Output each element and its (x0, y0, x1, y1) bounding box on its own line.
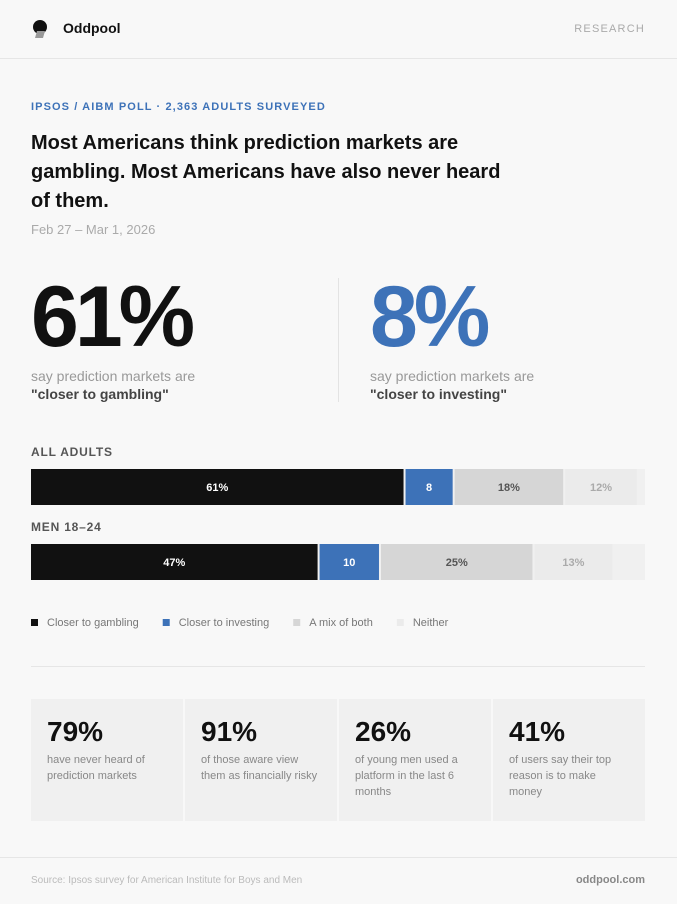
date: Feb 27 – Mar 1, 2026 (31, 222, 156, 237)
brand[interactable]: Oddpool (63, 20, 121, 36)
bar-label: 61% (206, 482, 228, 494)
stat-value: 8% (370, 269, 490, 365)
bar-segment (31, 469, 404, 505)
bar-segment (405, 469, 453, 505)
stat-quote: "closer to investing" (370, 386, 507, 402)
stat-caption: say prediction markets are "closer to gam… (31, 367, 195, 403)
row-label: MEN 18–24 (31, 520, 102, 534)
legend-swatch (31, 619, 38, 626)
divider (338, 278, 339, 402)
card-value: 26% (355, 716, 412, 747)
stat-text: say prediction markets are (370, 368, 535, 384)
source: Source: Ipsos survey for American Instit… (31, 875, 303, 886)
card-text: of young men used a platform in the last… (355, 754, 458, 798)
card-value: 91% (201, 716, 258, 747)
stacked-bar-chart: ALL ADULTS 61% 8 18% 12% MEN 18–24 47% 10 25% 13%… (31, 445, 645, 629)
bar-label: 8 (426, 482, 432, 494)
bar-label: 47% (163, 557, 185, 569)
stat-caption: say prediction markets are "closer to inv… (370, 367, 534, 403)
stat-value: 61% (31, 269, 195, 365)
headline: Most Americans think prediction markets … (31, 132, 501, 212)
legend-label: A mix of both (309, 617, 373, 629)
card-text: of those aware view them as financially … (201, 754, 318, 782)
legend-swatch (396, 619, 404, 626)
bar-label: 10 (343, 557, 355, 569)
bar-segment (454, 469, 564, 505)
card-value: 79% (47, 716, 104, 747)
bar-segment (534, 544, 613, 580)
stat-card: 41% of users say their top reason is to m… (493, 699, 645, 821)
bar-segment (565, 469, 637, 505)
stat-quote: "closer to gambling" (31, 386, 169, 402)
legend-swatch (162, 619, 170, 626)
nav-link[interactable]: RESEARCH (574, 23, 645, 35)
divider (0, 58, 677, 59)
card-text: have never heard of prediction markets (47, 754, 145, 782)
divider (0, 857, 677, 858)
stat-card: 91% of those aware view them as financial… (185, 699, 337, 821)
stat-text: say prediction markets are (31, 368, 196, 384)
stat-card: 26% of young men used a platform in the l… (339, 699, 491, 821)
legend-swatch (293, 619, 301, 626)
bar-label: 13% (562, 557, 584, 569)
bar-label: 25% (446, 557, 468, 569)
bar-segment (380, 544, 533, 580)
row-label: ALL ADULTS (31, 445, 113, 459)
bar-segment (319, 544, 379, 580)
stat-card: 79% have never heard of prediction market… (31, 699, 183, 821)
card-value: 41% (509, 716, 566, 747)
bar-label: 18% (498, 482, 520, 494)
bar-label: 12% (590, 482, 612, 494)
card-text: of users say their top reason is to make… (509, 754, 612, 798)
legend-label: Closer to investing (179, 617, 270, 629)
bar-segment (31, 544, 318, 580)
logo[interactable] (31, 19, 51, 39)
kicker: IPSOS / AIBM POLL · 2,363 ADULTS SURVEYE… (31, 101, 326, 113)
legend-label: Closer to gambling (47, 617, 139, 629)
legend-label: Neither (413, 617, 449, 629)
divider (31, 666, 645, 667)
site-link[interactable]: oddpool.com (575, 874, 645, 886)
